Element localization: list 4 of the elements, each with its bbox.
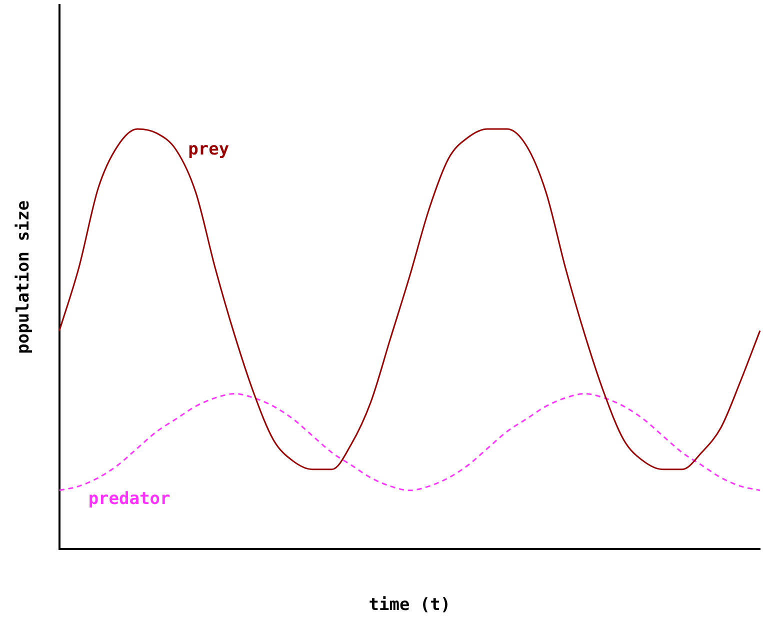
x-axis-title: time (t) [368,595,451,616]
y-axis-title: population size [14,200,34,354]
series-label: predator [88,489,170,510]
series-label: prey [188,139,230,160]
